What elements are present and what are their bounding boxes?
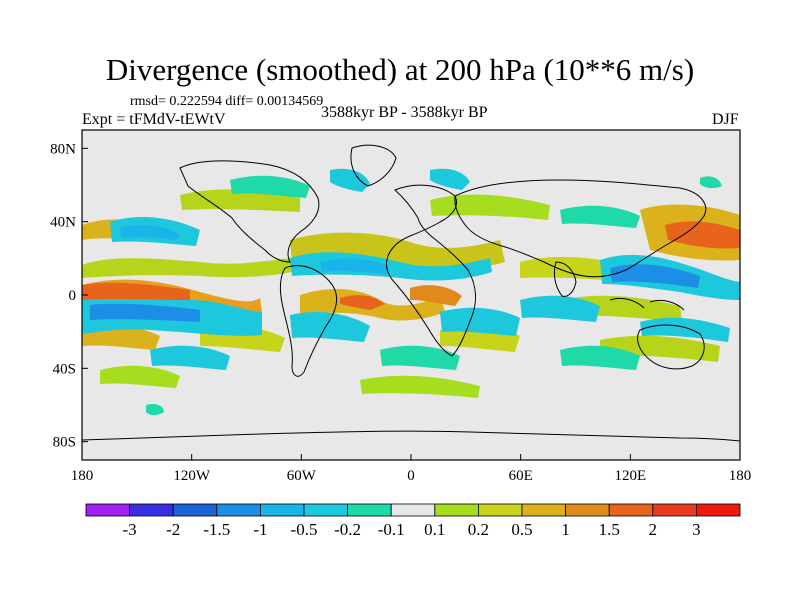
colorbar-swatch xyxy=(696,503,741,517)
coastlines xyxy=(82,144,740,442)
divergence-field xyxy=(82,168,740,415)
colorbar-swatch xyxy=(390,503,436,517)
colorbar-label: 0.5 xyxy=(511,520,532,539)
colorbar-swatch xyxy=(608,503,654,517)
lon-axis: 180 120W 60W 0 60E 120E 180 xyxy=(71,454,752,484)
colorbar-swatch xyxy=(477,503,523,517)
lat-tick-label: 0 xyxy=(69,288,77,304)
colorbar-swatch xyxy=(521,503,566,517)
lon-tick-label: 0 xyxy=(407,468,415,484)
colorbar-label: -1 xyxy=(253,520,267,539)
colorbar-label: 0.1 xyxy=(424,520,445,539)
stats-text: rmsd= 0.222594 diff= 0.00134569 xyxy=(130,94,324,109)
colorbar-swatch xyxy=(303,503,348,517)
lat-tick-label: 80S xyxy=(53,435,76,451)
lat-axis: 80N 40N 0 40S 80S xyxy=(50,141,88,451)
lon-tick-label: 180 xyxy=(729,468,752,484)
lat-tick-label: 40N xyxy=(50,215,76,231)
colorbar-swatch xyxy=(216,503,261,517)
lon-tick-label: 120W xyxy=(173,468,211,484)
lat-tick-label: 80N xyxy=(50,141,76,157)
colorbar-swatch xyxy=(434,503,479,517)
colorbar-label: -0.1 xyxy=(378,520,405,539)
colorbar-label: 1 xyxy=(561,520,570,539)
figure-title: Divergence (smoothed) at 200 hPa (10**6 … xyxy=(105,52,695,87)
colorbar-label: -0.5 xyxy=(291,520,318,539)
colorbar-swatch xyxy=(347,503,392,517)
colorbar-swatch xyxy=(652,503,697,517)
colorbar-label: 0.2 xyxy=(468,520,489,539)
lon-tick-label: 60E xyxy=(509,468,533,484)
colorbar-label: 3 xyxy=(692,520,701,539)
lon-tick-label: 180 xyxy=(71,468,94,484)
lat-tick-label: 40S xyxy=(53,361,76,377)
colorbar-swatch xyxy=(259,503,305,517)
colorbar-label: -0.2 xyxy=(334,520,361,539)
colorbar-label: 2 xyxy=(649,520,658,539)
colorbar-label: -3 xyxy=(123,520,137,539)
colorbar-label: -1.5 xyxy=(203,520,230,539)
colorbar-swatch xyxy=(129,503,174,517)
colorbar-label: 1.5 xyxy=(599,520,620,539)
colorbar: -3 -2 -1.5 -1 -0.5 -0.2 -0.1 0.1 0.2 0.5 1 1.5 2 3 xyxy=(85,503,741,539)
colorbar-swatch xyxy=(172,503,218,517)
season-label: DJF xyxy=(712,111,739,128)
colorbar-swatch xyxy=(565,503,610,517)
experiment-label: Expt = tFMdV-tEWtV xyxy=(82,111,226,128)
lon-tick-label: 60W xyxy=(287,468,317,484)
period-label: 3588kyr BP - 3588kyr BP xyxy=(321,104,488,121)
lon-tick-label: 120E xyxy=(614,468,646,484)
colorbar-swatch xyxy=(85,503,130,517)
colorbar-label: -2 xyxy=(166,520,180,539)
